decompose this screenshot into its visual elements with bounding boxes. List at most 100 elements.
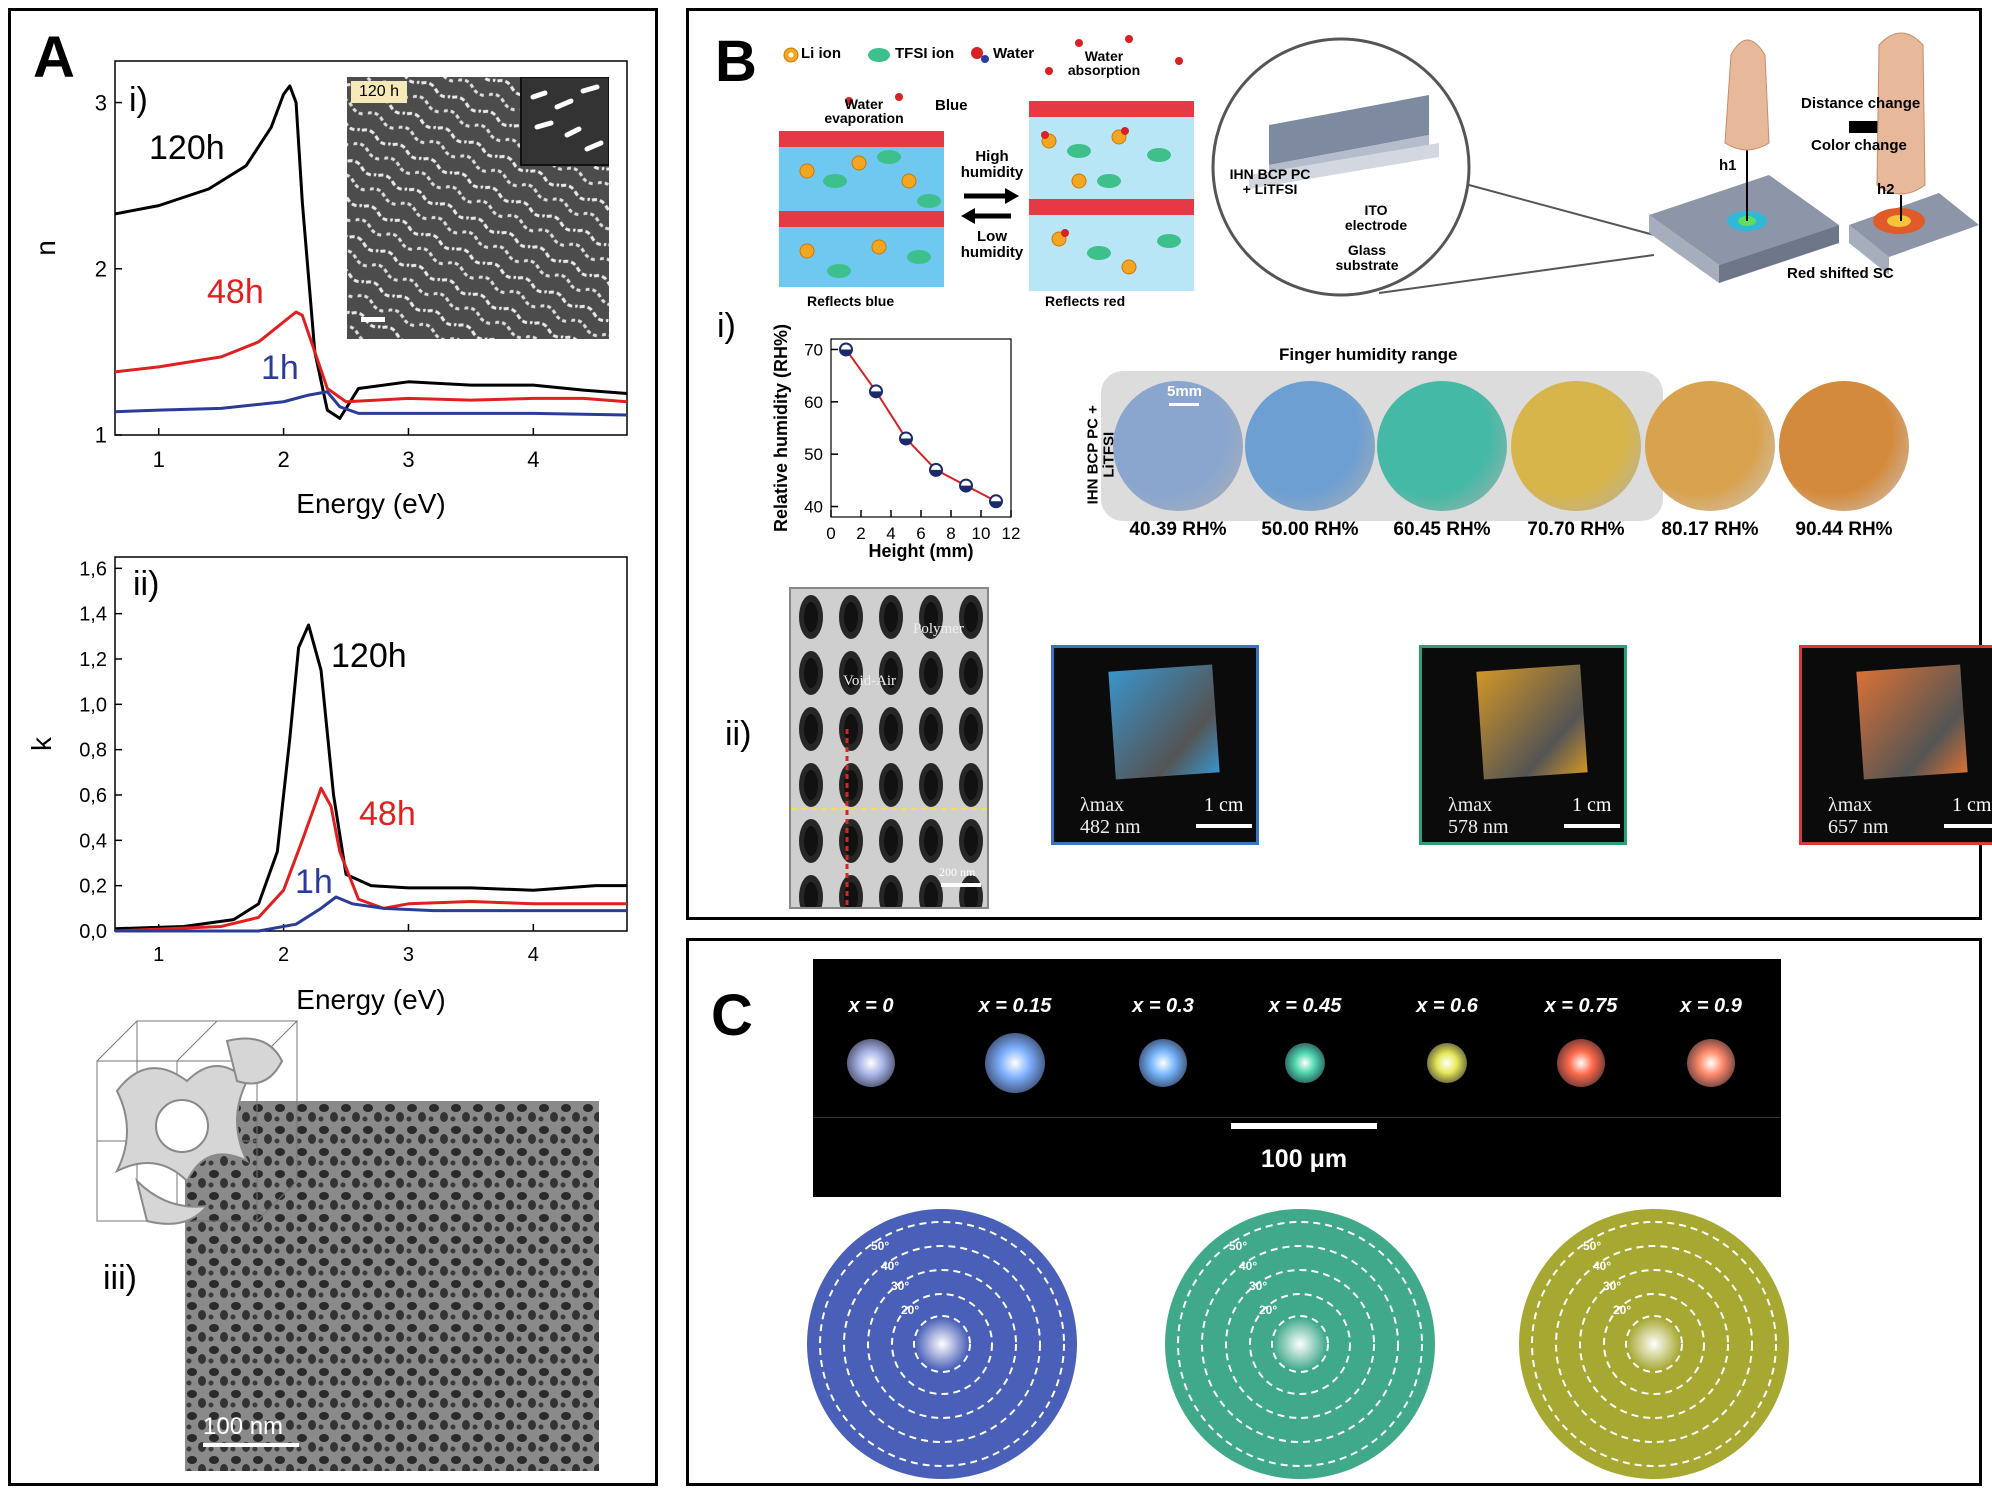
series-label: 1h [261,349,299,387]
droplet [985,1033,1045,1093]
series-line [115,895,627,933]
data-point-fill [960,485,972,492]
angle-label: 50° [1229,1239,1248,1253]
film-lambda-label: λmax [1448,794,1493,816]
angle-label: 40° [881,1259,900,1273]
panel-a-sub-i: i) [129,81,148,119]
humidity-value-label: 40.39 RH% [1129,519,1227,540]
humidity-photo [1645,381,1775,511]
y-tick-label: 1 [95,423,107,448]
y-tick-label: 3 [95,90,107,115]
composition-label: x = 0.45 [1268,995,1342,1017]
panel-c-letter: C [711,983,753,1048]
series-label: 120h [331,637,407,675]
legend-tfsi-ion: TFSI ion [895,45,955,62]
x-tick-label: 6 [916,524,925,543]
reflects-blue-label: Reflects blue [807,293,895,309]
droplet [847,1039,895,1087]
y-tick-label: 60 [804,393,823,412]
red-shifted-label: Red shifted SC [1787,265,1894,282]
x-tick-label: 2 [277,447,289,472]
chart-a-i: 1 2 3 4 1 2 3 Energy (eV) n 120h 48h 1h [30,60,628,519]
y-axis-label: Relative humidity (RH%) [771,324,791,532]
device-zoom-schematic [1211,32,1979,297]
film-scale-label: 1 cm [1204,794,1244,816]
reflects-red-label: Reflects red [1045,293,1126,309]
h2-label: h2 [1877,181,1895,198]
data-point-fill [840,349,852,356]
y-tick-label: 1,6 [79,558,107,580]
plot-frame [114,556,628,932]
scalebar-c [1231,1123,1377,1129]
film-scale-bar [1196,824,1252,828]
chart-b-i: 0 2 4 6 8 10 12 40 50 60 70 Height (mm) Relative hum… [771,324,1020,561]
panel-b: B [686,8,1992,920]
film-lambda-label: λmax [1080,794,1125,816]
film-scale-label: 1 cm [1572,794,1612,816]
composition-label: x = 0.3 [1132,995,1194,1017]
humidity-value-label: 50.00 RH% [1261,519,1359,540]
series-line [114,786,627,933]
y-axis-label: k [26,736,57,751]
sem-inset-time-label: 120 h [351,81,408,103]
panel-a: A 1 2 3 4 1 2 3 Energy (eV) n 120h 48h 1h i) 120 h [8,8,658,1486]
x-tick-label: 3 [402,447,414,472]
angle-label: 50° [1583,1239,1602,1253]
panel-b-sub-i: i) [717,307,736,345]
x-tick-label: 1 [153,944,164,966]
sem-polymer-label: Polymer [913,621,964,637]
film-lambda-value: 482 nm [1080,816,1141,838]
series-label: 1h [295,863,333,901]
angle-label: 30° [1603,1279,1622,1293]
composition-label: x = 0.15 [978,995,1052,1017]
film-scale-label: 1 cm [1952,794,1992,816]
scale-5mm-label: 5mm [1167,383,1203,400]
x-tick-label: 2 [856,524,865,543]
droplet [1285,1043,1325,1083]
series-label: 120h [149,129,225,167]
microscope-strip: x = 0 x = 0.15 x = 0.3 x = 0.45 x = 0.6 x = 0… [813,959,1781,1197]
droplet [1427,1043,1467,1083]
glass-substrate-label: Glass substrate [1335,242,1399,273]
x-axis-label: Height (mm) [869,541,974,561]
panel-b-letter: B [715,29,757,94]
y-tick-label: 1,2 [79,649,107,671]
legend-water: Water [993,45,1035,62]
angle-label: 20° [1259,1303,1278,1317]
x-axis-label: Energy (eV) [296,984,445,1015]
data-point-fill [930,469,942,476]
chart-a-ii: 1 2 3 4 0,0 0,2 0,4 0,6 0,8 1,0 1,2 1,4 1,6 Energy (e… [26,556,628,1015]
film-sample [1856,664,1968,780]
finger-range-label: Finger humidity range [1279,345,1458,364]
film-sample [1476,664,1588,780]
film-lambda-value: 657 nm [1828,816,1889,838]
film-lambda-value: 578 nm [1448,816,1509,838]
sem-honeycomb [791,589,987,907]
sem-porous-pattern [185,1101,599,1471]
angle-label: 40° [1593,1259,1612,1273]
y-tick-label: 70 [804,340,823,359]
gyroid-unit-cell [96,1020,299,1225]
ito-electrode-label: ITO electrode [1344,202,1408,233]
x-tick-label: 3 [403,944,414,966]
y-tick-label: 0,2 [79,876,107,898]
angle-label: 20° [901,1303,920,1317]
x-tick-label: 10 [972,524,991,543]
panel-a-sub-ii: ii) [133,565,160,603]
angle-label: 40° [1239,1259,1258,1273]
film-photo: λmax 578 nm 1 cm [1419,645,1627,845]
panel-a-sub-iii: iii) [103,1259,137,1297]
y-tick-label: 0,8 [79,740,107,762]
y-tick-label: 0,6 [79,785,107,807]
legend-li-ion: Li ion [801,45,841,62]
sem-image-b-ii: Polymer Void-Air 200 nm [789,587,989,909]
y-tick-label: 2 [95,256,107,281]
x-tick-label: 0 [826,524,835,543]
y-tick-label: 1,4 [79,604,107,626]
sem-inset-a-i: 120 h [347,77,609,339]
humidity-photo [1377,381,1507,511]
humidity-value-label: 60.45 RH% [1393,519,1491,540]
humidity-value-label: 70.70 RH% [1527,519,1625,540]
humidity-photo [1113,381,1243,511]
humidity-photo [1511,381,1641,511]
